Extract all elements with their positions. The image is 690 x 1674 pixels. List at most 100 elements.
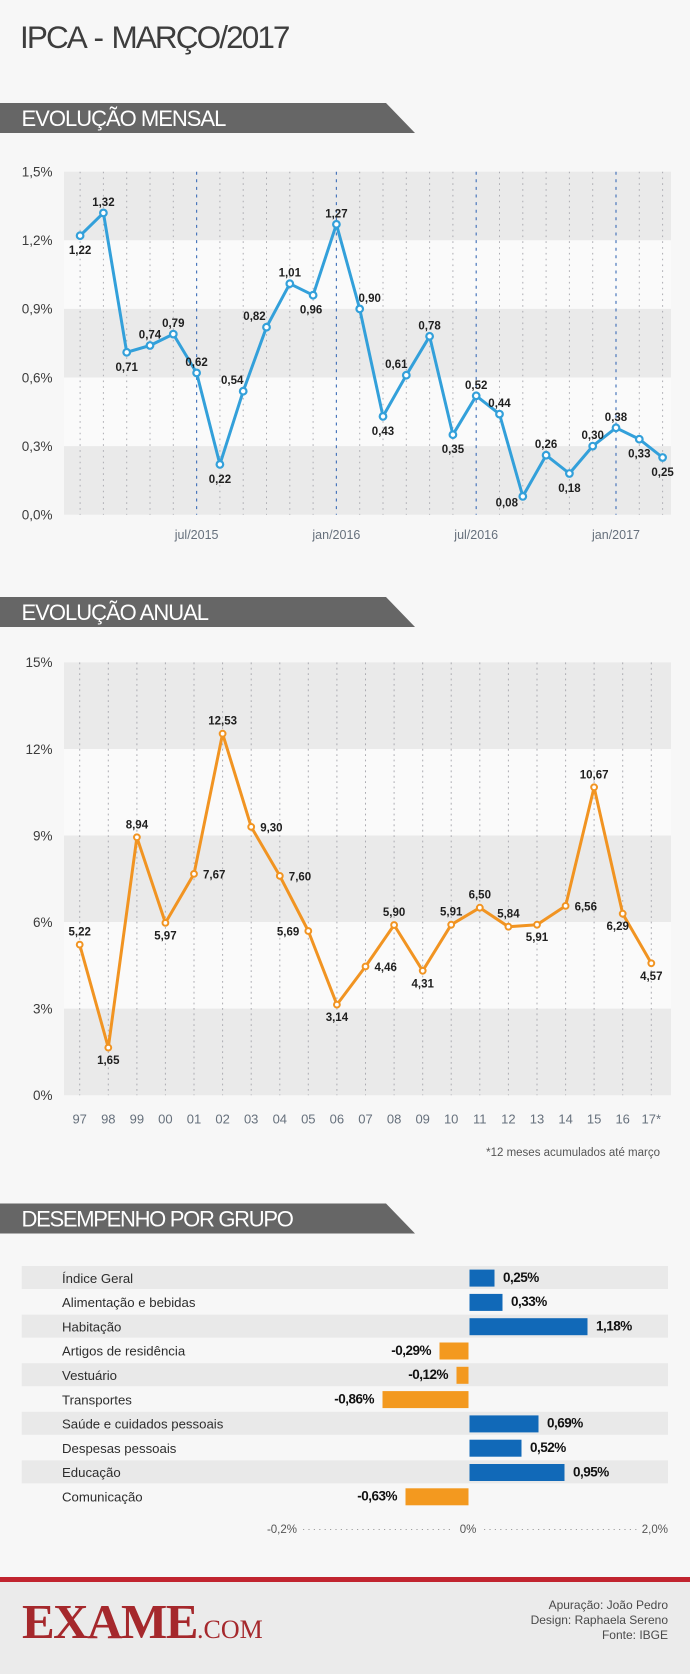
svg-text:00: 00 bbox=[158, 1112, 172, 1127]
svg-text:7,60: 7,60 bbox=[289, 871, 311, 883]
svg-text:0,08: 0,08 bbox=[496, 497, 519, 509]
svg-text:12: 12 bbox=[501, 1112, 515, 1127]
svg-text:Transportes: Transportes bbox=[62, 1392, 132, 1407]
svg-text:17*: 17* bbox=[642, 1112, 662, 1127]
svg-text:1,22: 1,22 bbox=[69, 245, 91, 257]
svg-text:Apuração: João Pedro: Apuração: João Pedro bbox=[549, 1598, 669, 1612]
svg-text:1,65: 1,65 bbox=[97, 1055, 120, 1067]
svg-text:12%: 12% bbox=[25, 742, 52, 757]
svg-text:4,46: 4,46 bbox=[375, 962, 397, 974]
svg-text:12,53: 12,53 bbox=[208, 716, 237, 728]
svg-text:0,6%: 0,6% bbox=[22, 370, 53, 385]
svg-text:0,0%: 0,0% bbox=[22, 508, 53, 523]
svg-text:99: 99 bbox=[130, 1112, 144, 1127]
svg-text:0,18: 0,18 bbox=[558, 483, 581, 495]
svg-text:4,31: 4,31 bbox=[412, 978, 435, 990]
svg-text:0,71: 0,71 bbox=[116, 362, 139, 374]
svg-text:6%: 6% bbox=[33, 915, 53, 930]
svg-text:01: 01 bbox=[187, 1112, 201, 1127]
svg-text:0,38: 0,38 bbox=[605, 412, 628, 424]
svg-text:jan/2017: jan/2017 bbox=[591, 528, 640, 542]
svg-text:0,54: 0,54 bbox=[221, 375, 244, 387]
svg-text:DESEMPENHO POR GRUPO: DESEMPENHO POR GRUPO bbox=[22, 1207, 294, 1232]
svg-text:0,74: 0,74 bbox=[139, 330, 162, 342]
svg-text:0,79: 0,79 bbox=[162, 318, 184, 330]
svg-text:jul/2016: jul/2016 bbox=[453, 528, 498, 542]
svg-text:0%: 0% bbox=[33, 1088, 53, 1103]
svg-text:0,82: 0,82 bbox=[243, 311, 265, 323]
svg-text:Artigos de residência: Artigos de residência bbox=[62, 1344, 186, 1359]
svg-text:Despesas pessoais: Despesas pessoais bbox=[62, 1441, 177, 1456]
svg-text:15: 15 bbox=[587, 1112, 601, 1127]
svg-text:2,0%: 2,0% bbox=[642, 1524, 668, 1536]
svg-text:5,91: 5,91 bbox=[440, 907, 463, 919]
svg-text:Educação: Educação bbox=[62, 1465, 121, 1480]
svg-text:0,33%: 0,33% bbox=[511, 1294, 547, 1309]
svg-text:Design: Raphaela Sereno: Design: Raphaela Sereno bbox=[531, 1613, 669, 1627]
svg-text:Comunicação: Comunicação bbox=[62, 1490, 143, 1505]
svg-text:*12 meses acumulados até março: *12 meses acumulados até março bbox=[486, 1147, 660, 1159]
svg-text:0,43: 0,43 bbox=[372, 426, 394, 438]
svg-text:05: 05 bbox=[301, 1112, 315, 1127]
svg-text:98: 98 bbox=[101, 1112, 115, 1127]
svg-text:Fonte: IBGE: Fonte: IBGE bbox=[602, 1628, 668, 1642]
svg-text:6,29: 6,29 bbox=[607, 921, 629, 933]
svg-text:0,9%: 0,9% bbox=[22, 302, 53, 317]
svg-text:5,84: 5,84 bbox=[497, 909, 520, 921]
svg-text:Alimentação e bebidas: Alimentação e bebidas bbox=[62, 1295, 196, 1310]
svg-text:0,44: 0,44 bbox=[488, 398, 511, 410]
svg-text:0,22: 0,22 bbox=[209, 474, 231, 486]
svg-text:4,57: 4,57 bbox=[640, 971, 662, 983]
svg-text:1,2%: 1,2% bbox=[22, 233, 53, 248]
svg-text:04: 04 bbox=[273, 1112, 287, 1127]
svg-text:15%: 15% bbox=[25, 655, 52, 670]
svg-text:0,78: 0,78 bbox=[418, 320, 441, 332]
svg-text:-0,86%: -0,86% bbox=[334, 1391, 374, 1406]
svg-text:6,50: 6,50 bbox=[469, 890, 491, 902]
svg-text:1,32: 1,32 bbox=[92, 197, 114, 209]
svg-text:0,33: 0,33 bbox=[628, 449, 650, 461]
svg-text:Vestuário: Vestuário bbox=[62, 1368, 117, 1383]
svg-text:-0,12%: -0,12% bbox=[408, 1367, 448, 1382]
svg-text:3%: 3% bbox=[33, 1001, 53, 1016]
svg-text:1,5%: 1,5% bbox=[22, 165, 53, 180]
svg-text:3,14: 3,14 bbox=[326, 1012, 349, 1024]
svg-text:-0,2%: -0,2% bbox=[267, 1524, 297, 1536]
svg-text:5,69: 5,69 bbox=[277, 927, 299, 939]
svg-text:EVOLUÇÃO ANUAL: EVOLUÇÃO ANUAL bbox=[22, 600, 209, 625]
svg-text:11: 11 bbox=[473, 1112, 487, 1127]
svg-text:jul/2015: jul/2015 bbox=[174, 528, 219, 542]
svg-text:0,35: 0,35 bbox=[442, 444, 465, 456]
svg-text:6,56: 6,56 bbox=[575, 901, 597, 913]
svg-text:0,95%: 0,95% bbox=[573, 1464, 609, 1479]
svg-text:Índice Geral: Índice Geral bbox=[62, 1271, 133, 1286]
svg-text:EVOLUÇÃO MENSAL: EVOLUÇÃO MENSAL bbox=[22, 106, 227, 131]
svg-text:0,52%: 0,52% bbox=[530, 1440, 566, 1455]
svg-text:02: 02 bbox=[215, 1112, 229, 1127]
svg-text:5,22: 5,22 bbox=[69, 927, 91, 939]
svg-text:10: 10 bbox=[444, 1112, 458, 1127]
svg-text:0,96: 0,96 bbox=[300, 305, 322, 317]
svg-text:16: 16 bbox=[615, 1112, 629, 1127]
svg-text:0,69%: 0,69% bbox=[547, 1416, 583, 1431]
svg-text:Habitação: Habitação bbox=[62, 1319, 121, 1334]
svg-text:14: 14 bbox=[558, 1112, 572, 1127]
svg-text:8,94: 8,94 bbox=[126, 819, 149, 831]
svg-text:0,25%: 0,25% bbox=[503, 1270, 539, 1285]
svg-text:9%: 9% bbox=[33, 828, 53, 843]
svg-text:0,25: 0,25 bbox=[651, 467, 674, 479]
svg-text:7,67: 7,67 bbox=[203, 869, 225, 881]
svg-text:0,30: 0,30 bbox=[582, 430, 604, 442]
svg-text:-0,63%: -0,63% bbox=[357, 1489, 397, 1504]
svg-text:97: 97 bbox=[72, 1112, 86, 1127]
svg-text:5,97: 5,97 bbox=[154, 930, 176, 942]
svg-text:06: 06 bbox=[330, 1112, 344, 1127]
svg-text:07: 07 bbox=[358, 1112, 372, 1127]
svg-text:0,52: 0,52 bbox=[465, 380, 487, 392]
svg-text:.COM: .COM bbox=[197, 1615, 263, 1644]
svg-text:03: 03 bbox=[244, 1112, 258, 1127]
svg-text:jan/2016: jan/2016 bbox=[311, 528, 360, 542]
svg-text:0%: 0% bbox=[460, 1524, 477, 1536]
svg-text:0,3%: 0,3% bbox=[22, 439, 53, 454]
svg-text:5,91: 5,91 bbox=[526, 932, 549, 944]
